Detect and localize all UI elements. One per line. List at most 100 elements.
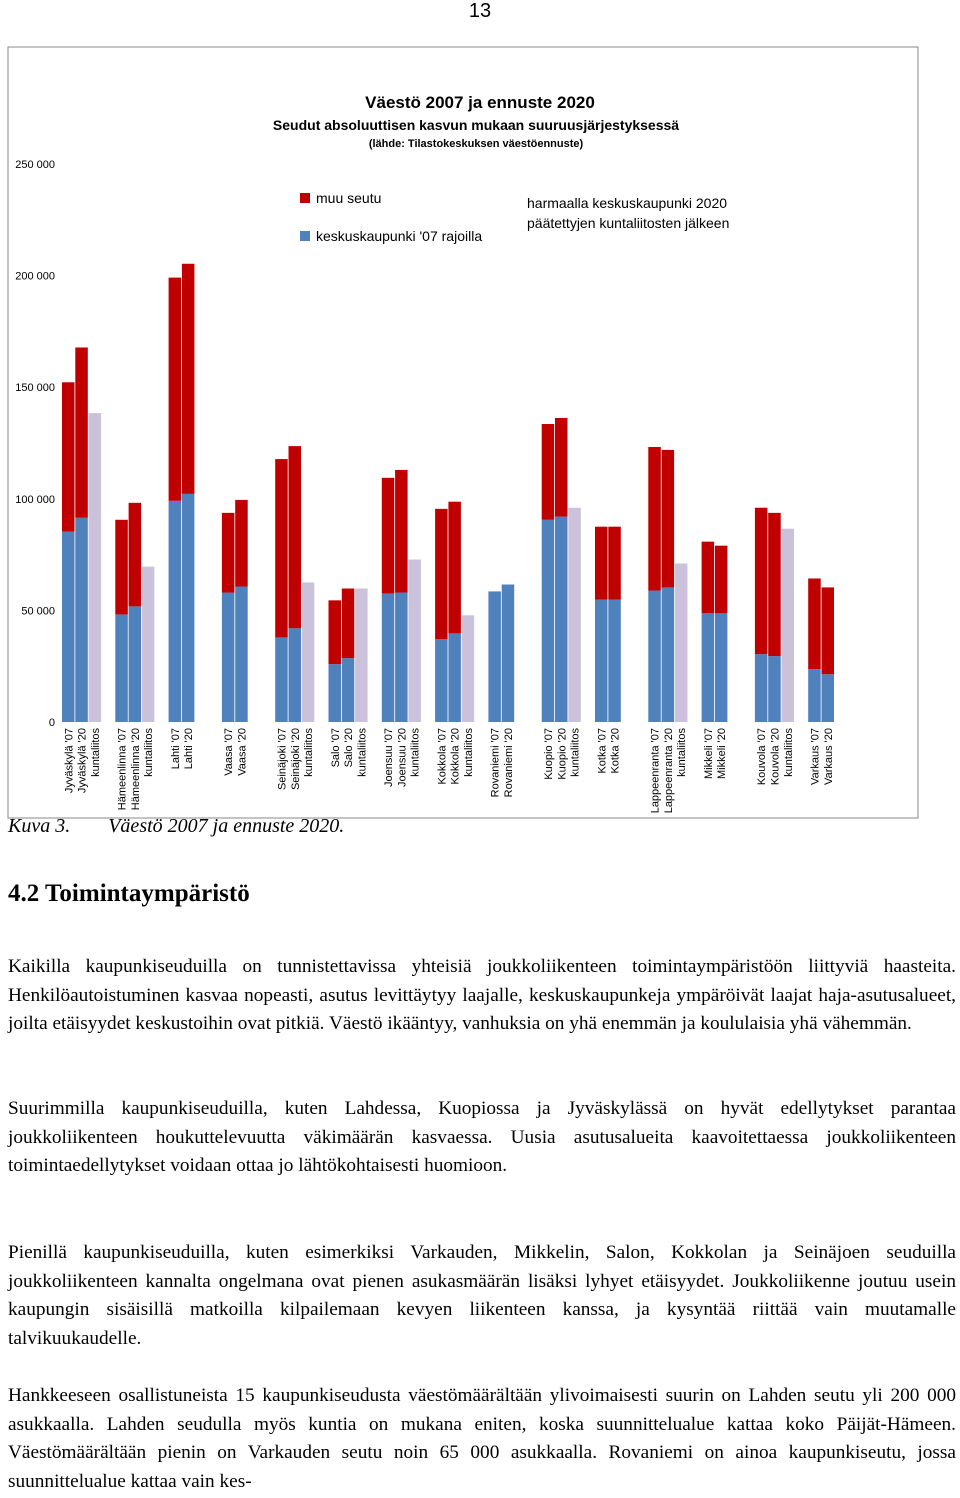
bar-segment [395, 470, 408, 593]
x-tick-label: Hämeenlinna '20 [130, 728, 142, 810]
bar-segment [555, 418, 568, 517]
x-tick-label: kuntaliitos [410, 728, 422, 777]
x-tick-label: kuntaliitos [570, 728, 582, 777]
bar-segment [714, 613, 728, 722]
x-tick-label: Kuopio '07 [543, 728, 555, 780]
bar-segment [754, 507, 768, 655]
bar-segment [328, 600, 341, 665]
bar-segment [288, 628, 301, 722]
bar-segment [275, 459, 288, 638]
bar-segment [221, 592, 235, 722]
bar-segment [541, 519, 555, 722]
y-tick-label: 250 000 [15, 159, 55, 171]
bar-segment [341, 588, 355, 659]
y-tick-label: 100 000 [15, 494, 55, 506]
bar-segment [595, 526, 608, 600]
bar-segment [221, 512, 235, 593]
bar-segment [701, 541, 715, 614]
bar [781, 528, 794, 722]
x-tick-label: kuntaliitos [463, 728, 475, 777]
x-tick-label: Lahti '07 [170, 728, 182, 769]
bar-segment [701, 613, 715, 722]
bar-segment [661, 587, 675, 722]
x-tick-label: Vaasa '07 [223, 728, 235, 776]
bar-segment [275, 637, 288, 722]
bar-segment [754, 654, 768, 722]
bar-segment [115, 519, 128, 615]
caption: Kuva 3. Väestö 2007 ja ennuste 2020. [8, 815, 344, 838]
heading: 4.2 Toimintaympäristö [8, 880, 250, 907]
bar-segment [181, 263, 195, 494]
x-tick-label: Salo '20 [343, 728, 355, 767]
bar [461, 615, 475, 722]
x-tick-label: Kotka '07 [596, 728, 608, 774]
bar-segment [235, 499, 248, 587]
legend-swatch [300, 193, 310, 203]
x-tick-label: Joensuu '20 [396, 728, 408, 787]
bar-segment [661, 449, 675, 588]
x-tick-label: Lappeenranta '07 [650, 728, 662, 813]
bar-segment [768, 656, 781, 722]
bar-segment [488, 591, 501, 722]
chart-source: (lähde: Tilastokeskuksen väestöennuste) [369, 138, 584, 150]
bar [355, 588, 368, 722]
legend-label: keskuskaupunki '07 rajoilla [316, 228, 482, 244]
bar-segment [381, 477, 395, 594]
bar-segment [648, 590, 661, 722]
bar-segment [648, 447, 661, 591]
x-tick-label: kuntaliitos [90, 728, 102, 777]
y-tick-label: 50 000 [21, 605, 55, 617]
annotation: päätettyjen kuntaliitosten jälkeen [527, 215, 729, 231]
x-tick-label: kuntaliitos [303, 728, 315, 777]
bar-segment [501, 584, 515, 722]
bar-segment [128, 502, 142, 607]
x-tick-label: Seinäjoki '20 [290, 728, 302, 790]
bar-segment [714, 545, 728, 614]
bar-segment [435, 508, 448, 640]
bar-segment [595, 599, 608, 722]
x-tick-label: Rovaniemi '20 [503, 728, 515, 797]
bar-segment [168, 277, 182, 501]
bar-segment [168, 500, 182, 722]
bar [568, 507, 581, 722]
bar-segment [448, 501, 461, 634]
bar-segment [381, 593, 395, 722]
bar [674, 563, 688, 722]
bar-segment [181, 493, 195, 722]
y-tick-label: 0 [49, 717, 55, 729]
bar-segment [435, 639, 448, 722]
bar-segment [821, 587, 834, 675]
legend-label: muu seutu [316, 190, 381, 206]
x-tick-label: Jyväskylä '07 [63, 728, 75, 793]
bar [408, 559, 421, 722]
x-tick-label: Vaasa '20 [236, 728, 248, 776]
y-tick-label: 150 000 [15, 382, 55, 394]
x-tick-label: kuntaliitos [676, 728, 688, 777]
legend-swatch [300, 231, 310, 241]
y-tick-label: 200 000 [15, 271, 55, 283]
bar-segment [62, 531, 75, 722]
bar-segment [288, 446, 301, 629]
bar-segment [768, 512, 781, 657]
bar-segment [821, 674, 834, 722]
x-tick-label: Lappeenranta '20 [663, 728, 675, 813]
x-tick-label: Kokkola '20 [450, 728, 462, 785]
caption-number: Kuva 3. [8, 815, 71, 837]
bar-segment [555, 516, 568, 722]
bar-segment [808, 669, 821, 722]
paragraph: Hankkeeseen osallistuneista 15 kaupunkis… [8, 1385, 956, 1492]
x-tick-label: Mikkeli '20 [716, 728, 728, 779]
x-tick-label: Hämeenlinna '07 [117, 728, 129, 810]
bar-segment [541, 424, 555, 520]
x-tick-label: Mikkeli '07 [703, 728, 715, 779]
x-tick-label: Joensuu '07 [383, 728, 395, 787]
page-number: 13 [468, 0, 492, 22]
x-tick-label: Varkaus '20 [823, 728, 835, 785]
bar [141, 566, 155, 722]
bar-segment [341, 658, 355, 722]
bar-segment [115, 614, 128, 722]
bar [301, 582, 315, 722]
annotation: harmaalla keskuskaupunki 2020 [527, 195, 727, 211]
x-tick-label: Kokkola '07 [436, 728, 448, 785]
x-tick-label: Kotka '20 [610, 728, 622, 774]
